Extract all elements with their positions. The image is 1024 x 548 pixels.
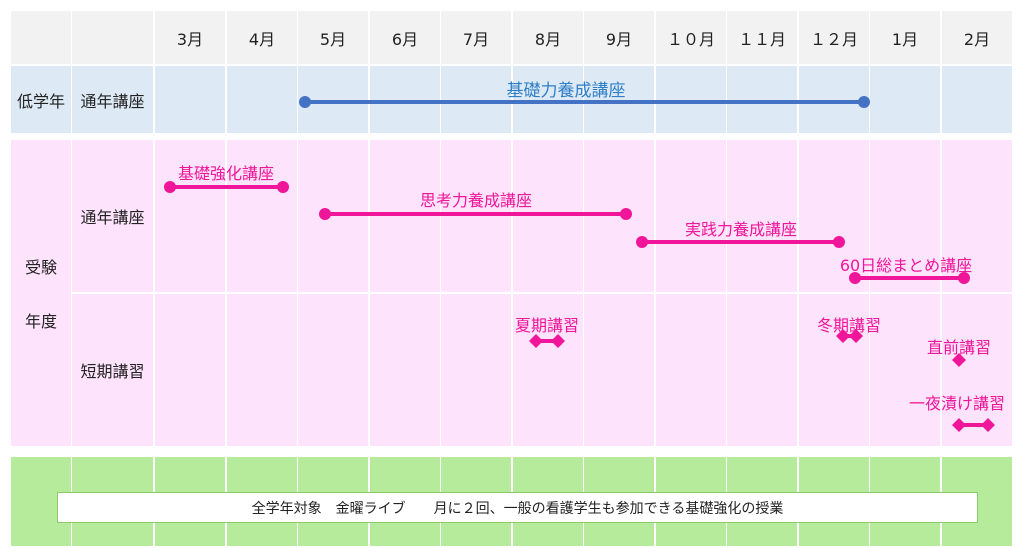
month-header: 8月 <box>513 11 583 64</box>
course-label: 夏期講習 <box>514 316 580 335</box>
exam-short-month-cell <box>727 294 797 446</box>
bar-60day <box>849 272 970 284</box>
exam-short-month-cell <box>441 294 511 446</box>
low-grade-month-cell <box>799 66 869 133</box>
month-header: 2月 <box>942 11 1012 64</box>
exam-short-month-cell <box>513 294 583 446</box>
low-grade-month-cell <box>227 66 297 133</box>
low-grade-month-cell <box>870 66 940 133</box>
course-label: 思考力養成講座 <box>419 191 533 210</box>
low-grade-month-cell <box>513 66 583 133</box>
exam-short-month-cell <box>870 294 940 446</box>
course-label: 一夜漬け講習 <box>908 394 1006 413</box>
exam-short-month-cell <box>370 294 440 446</box>
exam-annual-category: 通年講座 <box>72 140 153 292</box>
header-category <box>72 11 153 64</box>
exam-annual-month-cell <box>227 140 297 292</box>
bar-overnight <box>952 418 995 432</box>
friday-live-note: 全学年対象 金曜ライブ 月に２回、一般の看護学生も参加できる基礎強化の授業 <box>57 492 978 523</box>
course-label: 実践力養成講座 <box>684 220 798 239</box>
course-label: 基礎強化講座 <box>177 164 275 183</box>
course-label: 冬期講習 <box>816 316 882 335</box>
low-grade-month-cell <box>441 66 511 133</box>
low-grade-month-cell <box>727 66 797 133</box>
exam-annual-month-cell <box>942 140 1012 292</box>
month-header: 7月 <box>441 11 511 64</box>
exam-short-month-cell <box>584 294 654 446</box>
exam-annual-month-cell <box>656 140 726 292</box>
exam-year-label: 受験 年度 <box>11 140 71 446</box>
bar-summer <box>529 334 565 348</box>
month-header: 9月 <box>584 11 654 64</box>
exam-short-month-cell <box>227 294 297 446</box>
low-grade-month-cell <box>942 66 1012 133</box>
low-grade-month-cell <box>370 66 440 133</box>
low-grade-category: 通年講座 <box>72 66 153 133</box>
bar-thinking <box>319 208 632 220</box>
month-header: 1月 <box>870 11 940 64</box>
exam-short-month-cell <box>942 294 1012 446</box>
month-header: １０月 <box>656 11 726 64</box>
month-header: 4月 <box>227 11 297 64</box>
course-label: 基礎力養成講座 <box>506 81 626 101</box>
course-label: 60日総まとめ講座 <box>839 256 973 275</box>
low-grade-month-cell <box>155 66 225 133</box>
exam-annual-month-cell <box>155 140 225 292</box>
exam-short-month-cell <box>656 294 726 446</box>
low-grade-label: 低学年 <box>11 66 71 133</box>
exam-short-month-cell <box>298 294 368 446</box>
month-header: 6月 <box>370 11 440 64</box>
low-grade-month-cell <box>584 66 654 133</box>
exam-year-label-line2: 年度 <box>24 312 57 331</box>
exam-short-category: 短期講習 <box>72 294 153 446</box>
month-header: １２月 <box>799 11 869 64</box>
course-label: 直前講習 <box>926 338 992 357</box>
bar-winter <box>836 329 863 343</box>
bar-practical <box>636 236 845 248</box>
bar-basic-ability <box>299 96 870 108</box>
exam-annual-month-cell <box>799 140 869 292</box>
exam-short-month-cell <box>155 294 225 446</box>
month-header: 5月 <box>298 11 368 64</box>
exam-annual-month-cell <box>870 140 940 292</box>
exam-year-label-line1: 受験 <box>24 258 57 277</box>
bar-basic-reinforcement <box>164 181 289 193</box>
month-header: １１月 <box>727 11 797 64</box>
month-header: 3月 <box>155 11 225 64</box>
exam-short-month-cell <box>799 294 869 446</box>
exam-annual-month-cell <box>727 140 797 292</box>
header-corner <box>11 11 71 64</box>
low-grade-month-cell <box>656 66 726 133</box>
bar-final <box>952 353 966 367</box>
